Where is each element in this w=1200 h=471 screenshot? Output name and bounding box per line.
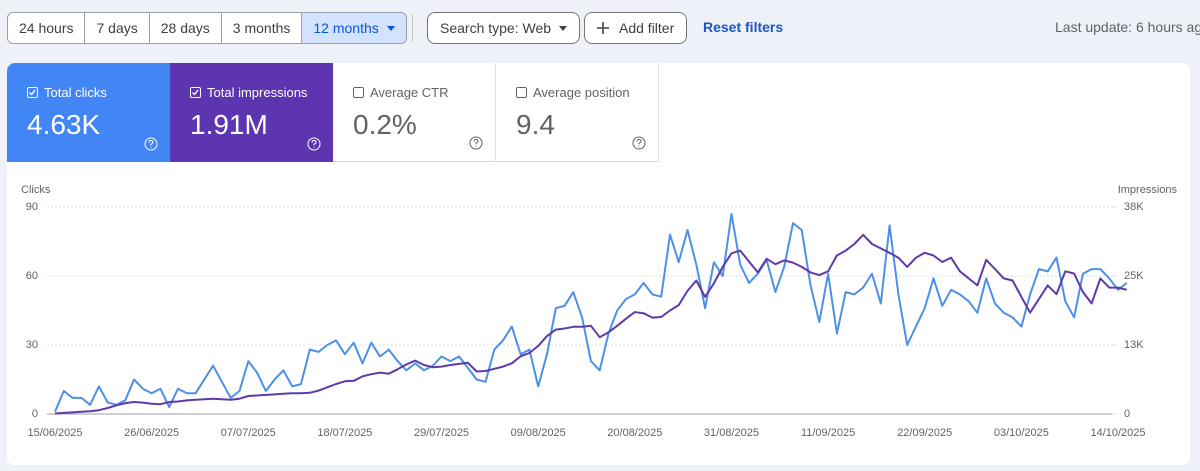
arrow bbox=[386, 25, 395, 31]
range-label: 12 months bbox=[313, 20, 379, 36]
series-line bbox=[54, 212, 1128, 413]
card-value: 4.63K bbox=[27, 109, 101, 140]
y-tick-label: 90 bbox=[26, 201, 38, 213]
range-label: 28 days bbox=[160, 20, 210, 36]
check-mark bbox=[29, 89, 36, 96]
checkbox bbox=[516, 87, 527, 98]
help-circle bbox=[469, 136, 483, 150]
card-value: 1.91M bbox=[190, 109, 268, 140]
y-axis-title: Clicks bbox=[21, 184, 51, 196]
series-line bbox=[54, 233, 1128, 415]
card-value: 0.2% bbox=[353, 109, 417, 140]
check bbox=[192, 89, 199, 96]
metric-card[interactable]: Average CTR 0.2% bbox=[333, 63, 496, 162]
help-circle bbox=[144, 137, 158, 151]
x-tick-label: 20/08/2025 bbox=[607, 427, 662, 439]
plus-icon bbox=[597, 22, 609, 34]
range-label: 3 months bbox=[232, 20, 291, 36]
metric-card[interactable]: Total clicks 4.63K bbox=[7, 63, 170, 162]
y2-tick-label: 13K bbox=[1124, 339, 1144, 351]
x-tick-label: 29/07/2025 bbox=[414, 427, 469, 439]
x-tick-label: 09/08/2025 bbox=[511, 427, 566, 439]
help-mark bbox=[473, 138, 479, 147]
help-mark bbox=[636, 138, 642, 147]
help-icon bbox=[469, 136, 483, 150]
card-label-row: Average position bbox=[516, 85, 630, 100]
checkbox bbox=[353, 87, 364, 98]
card-label: Total clicks bbox=[44, 85, 107, 100]
x-tick-label: 26/06/2025 bbox=[124, 427, 179, 439]
y2-axis-title: Impressions bbox=[1118, 184, 1178, 196]
range-button[interactable]: 3 months bbox=[222, 13, 303, 43]
search-type-button[interactable]: Search type: Web bbox=[427, 12, 581, 44]
card-label-row: Average CTR bbox=[353, 85, 449, 100]
card-label: Average CTR bbox=[370, 85, 449, 100]
help-mark bbox=[148, 139, 154, 148]
x-tick-label: 11/09/2025 bbox=[801, 427, 855, 439]
card-label-row: Total impressions bbox=[190, 85, 307, 100]
metric-card[interactable]: Total impressions 1.91M bbox=[170, 63, 333, 162]
reset-filters[interactable]: Reset filters bbox=[703, 19, 784, 35]
x-tick-label: 15/06/2025 bbox=[27, 427, 82, 439]
help-circle bbox=[632, 136, 646, 150]
date-range-selector: 24 hours 7 days 28 days 3 months 12 months bbox=[7, 12, 407, 44]
y2-tick-label: 0 bbox=[1124, 408, 1130, 420]
range-label: 24 hours bbox=[19, 20, 74, 36]
add-filter-button[interactable]: Add filter bbox=[584, 12, 688, 44]
y-tick-label: 30 bbox=[26, 339, 38, 351]
range-button[interactable]: 12 months bbox=[302, 13, 406, 43]
x-tick-label: 03/10/2025 bbox=[994, 427, 1049, 439]
card-label: Total impressions bbox=[207, 85, 308, 100]
help-icon bbox=[144, 137, 158, 151]
divider bbox=[412, 14, 413, 42]
dropdown-arrow bbox=[559, 25, 568, 31]
help-icon bbox=[307, 137, 321, 151]
y2-tick-label: 38K bbox=[1124, 201, 1144, 213]
performance-panel: Total clicks 4.63K Total impressions 1.91M A… bbox=[7, 63, 1190, 465]
range-button[interactable]: 24 hours bbox=[8, 13, 86, 43]
last-update: Last update: 6 hours ago bbox=[1055, 19, 1200, 35]
checkbox bbox=[27, 87, 38, 98]
range-label: 7 days bbox=[96, 20, 138, 36]
add-filter-label: Add filter bbox=[619, 20, 675, 36]
range-button[interactable]: 28 days bbox=[150, 13, 222, 43]
help-mark bbox=[311, 139, 317, 148]
y-tick-label: 0 bbox=[32, 408, 38, 420]
search-type-label: Search type: Web bbox=[440, 20, 552, 36]
range-button[interactable]: 7 days bbox=[85, 13, 150, 43]
x-tick-label: 18/07/2025 bbox=[317, 427, 372, 439]
card-value: 9.4 bbox=[516, 109, 555, 140]
dropdown-arrow bbox=[386, 25, 395, 31]
help-icon bbox=[632, 136, 646, 150]
chart: Clicks Impressions 0 30 60 90 0 13K 25K 38K 15/0… bbox=[21, 184, 1178, 439]
check bbox=[29, 89, 36, 96]
x-tick-label: 22/09/2025 bbox=[897, 427, 952, 439]
x-tick-label: 14/10/2025 bbox=[1090, 427, 1145, 439]
y2-tick-label: 25K bbox=[1124, 270, 1144, 282]
card-label: Average position bbox=[533, 85, 630, 100]
check-mark bbox=[192, 89, 199, 96]
help-circle bbox=[307, 137, 321, 151]
checkbox bbox=[190, 87, 201, 98]
y-tick-label: 60 bbox=[26, 270, 38, 282]
metric-card[interactable]: Average position 9.4 bbox=[496, 63, 659, 162]
x-tick-label: 31/08/2025 bbox=[704, 427, 759, 439]
card-label-row: Total clicks bbox=[27, 85, 107, 100]
x-tick-label: 07/07/2025 bbox=[221, 427, 276, 439]
